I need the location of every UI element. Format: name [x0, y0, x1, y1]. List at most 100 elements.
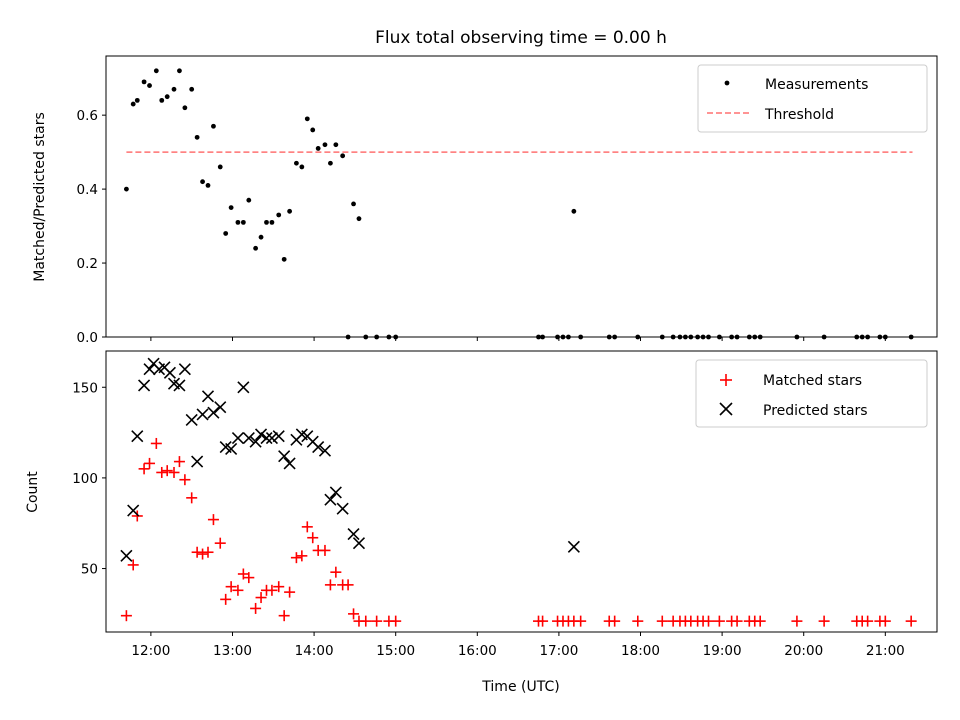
- predicted-star-point: [352, 537, 366, 550]
- legend-matched-label: Matched stars: [763, 373, 862, 389]
- matched-star-point: [905, 615, 917, 627]
- predicted-star-point: [312, 441, 325, 454]
- measurement-point: [141, 79, 147, 85]
- count-legend: Matched stars Predicted stars: [695, 359, 928, 428]
- predicted-star-point: [231, 431, 244, 445]
- measurement-point: [164, 94, 170, 100]
- predicted-star-point: [324, 493, 337, 506]
- matched-star-point: [360, 615, 372, 627]
- measurement-point: [171, 86, 177, 92]
- matched-star-point: [197, 548, 209, 560]
- predicted-star-point: [201, 390, 215, 403]
- matched-star-point: [390, 615, 402, 627]
- predicted-star-point: [225, 442, 238, 455]
- matched-star-point: [127, 559, 139, 571]
- matched-star-point: [144, 457, 156, 469]
- predicted-star-point: [318, 444, 332, 457]
- matched-star-point: [138, 463, 150, 475]
- x-axis-label: Time (UTC): [481, 679, 559, 695]
- matched-star-point: [575, 615, 587, 627]
- matched-star-point: [330, 566, 342, 578]
- matched-star-point: [278, 610, 290, 622]
- measurement-point: [182, 105, 188, 111]
- count-y-ticks: 50 100 150: [72, 380, 106, 578]
- matched-star-point: [207, 514, 219, 526]
- predicted-star-point: [242, 431, 255, 445]
- count-y-tick-label: 150: [72, 380, 98, 396]
- matched-star-point: [703, 615, 715, 627]
- predicted-star-point: [143, 363, 156, 376]
- measurement-point: [153, 68, 159, 74]
- measurement-point: [217, 164, 223, 170]
- matched-star-point: [161, 465, 173, 477]
- x-tick-label: 21:00: [866, 643, 905, 659]
- measurement-point: [147, 83, 152, 88]
- matched-star-point: [319, 544, 331, 556]
- measurement-point: [322, 142, 328, 148]
- matched-star-point: [862, 615, 874, 627]
- predicted-star-point: [254, 428, 268, 441]
- matched-star-point: [632, 615, 644, 627]
- matched-star-point: [609, 615, 621, 627]
- predicted-star-point: [272, 430, 285, 443]
- count-axes-frame: [105, 350, 938, 633]
- measurement-point: [205, 183, 211, 188]
- matched-star-point: [879, 615, 891, 627]
- measurement-point: [246, 197, 252, 203]
- count-y-tick-label: 50: [81, 562, 98, 578]
- measurement-point: [304, 116, 310, 122]
- legend-threshold-label: Threshold: [764, 107, 834, 123]
- measurement-point: [264, 219, 269, 225]
- ratio-y-tick-label: 0.6: [77, 108, 98, 124]
- predicted-star-point: [347, 528, 360, 541]
- measurement-point: [258, 234, 264, 240]
- matched-star-point: [266, 584, 278, 596]
- predicted-star-point: [567, 540, 580, 553]
- predicted-star-point: [127, 504, 140, 517]
- matched-star-point: [156, 466, 168, 478]
- chart-title: Flux total observing time = 0.00 h: [375, 28, 667, 48]
- ratio-marks: [124, 68, 914, 340]
- matched-star-point: [186, 492, 198, 504]
- matched-star-point: [371, 615, 383, 627]
- matched-star-point: [214, 537, 226, 549]
- matched-star-point: [273, 581, 285, 593]
- ratio-x-ticks: [150, 337, 886, 341]
- matched-star-point: [243, 572, 255, 584]
- x-tick-label: 13:00: [213, 643, 252, 659]
- matched-star-point: [131, 510, 143, 522]
- predicted-star-point: [120, 549, 133, 562]
- measurement-point: [356, 216, 362, 222]
- predicted-star-point: [131, 430, 144, 443]
- ratio-axes-frame: [105, 55, 938, 338]
- predicted-star-point: [265, 431, 278, 445]
- legend-predicted-label: Predicted stars: [763, 403, 868, 419]
- measurement-point: [177, 68, 182, 74]
- matched-star-point: [296, 550, 308, 562]
- matched-star-point: [220, 593, 232, 605]
- measurement-point: [328, 160, 333, 166]
- x-tick-label: 16:00: [458, 643, 497, 659]
- measurement-point: [269, 219, 275, 225]
- count-legend-box: [695, 359, 928, 428]
- ratio-y-tick-label: 0.0: [77, 330, 98, 346]
- matched-star-point: [537, 615, 549, 627]
- ratio-y-tick-label: 0.4: [77, 182, 98, 198]
- predicted-star-point: [163, 366, 176, 379]
- matched-star-point: [225, 581, 237, 593]
- matched-star-point: [232, 584, 244, 596]
- measurement-point: [228, 205, 234, 210]
- legend-measurements-marker: [724, 80, 730, 86]
- x-tick-label: 12:00: [131, 643, 170, 659]
- legend-matched-marker: [720, 374, 732, 386]
- count-x-ticks: 12:00 13:00 14:00 15:00 16:00 17:00 18:00 19:00…: [131, 632, 905, 659]
- measurement-point: [200, 179, 205, 185]
- count-y-tick-label: 100: [72, 471, 98, 487]
- measurement-point: [281, 256, 287, 262]
- matched-star-point: [754, 615, 766, 627]
- measurement-point: [235, 219, 241, 225]
- ratio-legend: Measurements Threshold: [697, 64, 928, 133]
- predicted-star-point: [329, 486, 342, 499]
- measurement-point: [333, 142, 339, 148]
